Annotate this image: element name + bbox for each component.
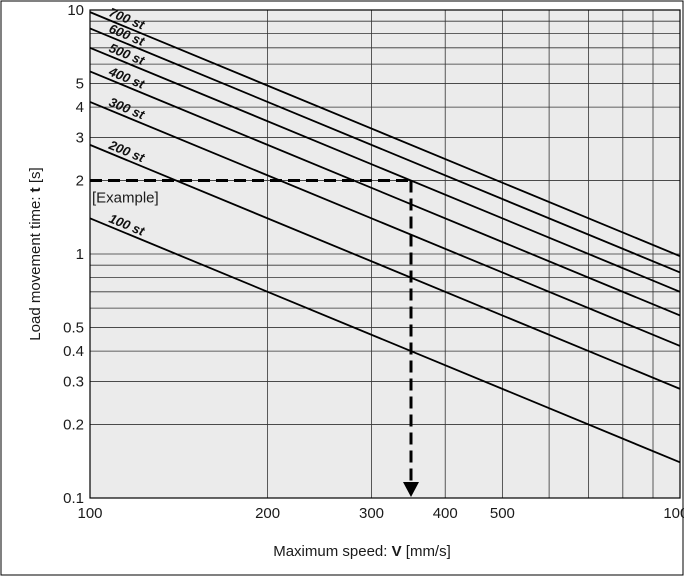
series-line (89, 101, 681, 347)
y-tick-label: 10 (67, 2, 84, 19)
y-tick-label: 0.3 (63, 374, 84, 391)
series-line (89, 217, 681, 464)
series-line (89, 144, 681, 390)
example-label: [Example] (92, 190, 159, 207)
y-tick-label: 0.4 (63, 343, 84, 360)
y-tick-label: 2 (76, 173, 84, 190)
ticks: 100 200 300 400 500 1000 0.1 0.2 0.3 0.4 0.5 1 2 3 4 5 1… (63, 2, 684, 522)
series-lines (89, 11, 681, 464)
x-tick-label: 100 (77, 505, 102, 522)
x-tick-label: 300 (359, 505, 384, 522)
x-tick-label: 400 (433, 505, 458, 522)
y-tick-label: 4 (76, 99, 84, 116)
y-tick-label: 0.2 (63, 417, 84, 434)
series-line (89, 11, 681, 257)
x-tick-label: 200 (255, 505, 280, 522)
y-tick-label: 0.5 (63, 319, 84, 336)
x-axis-label: Maximum speed: V [mm/s] (273, 543, 451, 560)
y-axis-label: Load movement time: t [s] (27, 167, 44, 340)
series-line (89, 27, 681, 274)
y-tick-label: 1 (76, 246, 84, 263)
series-line (89, 46, 681, 293)
y-tick-label: 3 (76, 130, 84, 147)
example-annotation: [Example] (90, 179, 420, 497)
x-tick-label: 1000 (663, 505, 684, 522)
plot-border (89, 9, 681, 499)
example-arrow-head (403, 482, 420, 497)
x-tick-label: 500 (490, 505, 515, 522)
y-tick-label: 0.1 (63, 490, 84, 507)
y-tick-label: 5 (76, 75, 84, 92)
series-line (89, 70, 681, 317)
